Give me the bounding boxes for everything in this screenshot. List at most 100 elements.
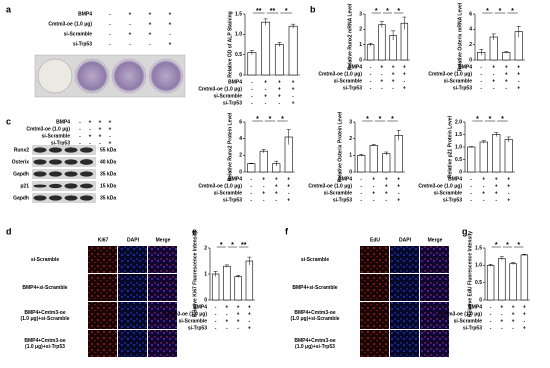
y-tick-label: 4 — [239, 136, 242, 142]
well — [37, 58, 73, 94]
condition-sign: + — [292, 79, 295, 85]
column-header: DAPI — [127, 237, 140, 243]
condition-sign: - — [480, 64, 482, 70]
condition-sign: - — [237, 325, 239, 331]
bar — [382, 153, 391, 173]
condition-sign: - — [79, 119, 81, 125]
bar — [357, 155, 366, 173]
blot-strip — [32, 169, 96, 179]
condition-label: si-Scramble — [324, 190, 353, 196]
significance-label: * — [476, 116, 479, 123]
condition-sign: + — [372, 190, 375, 196]
blot-band — [64, 183, 78, 189]
y-tick-label: 0.5 — [455, 157, 462, 163]
micrograph — [390, 246, 419, 273]
y-tick-label: 1.5 — [475, 245, 482, 251]
significance-label: * — [517, 242, 520, 249]
bar — [394, 135, 403, 173]
condition-label: Cmtm3-oe (1.0 μg) — [48, 21, 92, 27]
column-header: Merge — [156, 237, 171, 243]
condition-sign: + — [392, 71, 395, 77]
well — [148, 58, 184, 94]
significance-label: * — [281, 116, 284, 123]
condition-sign: + — [169, 11, 172, 17]
condition-sign: + — [397, 183, 400, 189]
blot-band — [80, 171, 93, 177]
condition-label: si-Trp53 — [223, 100, 242, 106]
condition-label: BMP4 — [348, 64, 362, 70]
panel-label: d — [6, 226, 12, 236]
condition-label: BMP4 — [468, 304, 482, 310]
condition-sign: + — [99, 119, 102, 125]
condition-sign: + — [149, 21, 152, 27]
condition-label: si-Scramble — [179, 318, 208, 324]
bar — [504, 139, 513, 173]
y-tick-label: 0 — [469, 57, 472, 63]
y-tick-label: 1.0 — [475, 263, 482, 269]
blot-band — [80, 195, 93, 201]
condition-sign: - — [250, 190, 252, 196]
micrograph — [420, 302, 449, 329]
condition-sign: + — [403, 85, 406, 91]
condition-sign: + — [523, 325, 526, 331]
row-label: (1.0 μg)+si-Trp53 — [295, 344, 335, 350]
y-tick-label: 6 — [469, 11, 472, 17]
bar — [498, 258, 506, 301]
condition-label: BMP4 — [193, 304, 207, 310]
bar — [274, 44, 284, 76]
column-header: Ki67 — [98, 237, 109, 243]
y-tick-label: 1.0 — [235, 32, 242, 38]
micrograph — [118, 274, 147, 301]
condition-sign: - — [251, 93, 253, 99]
condition-label: Cmtm3-oe (1.0 μg) — [438, 311, 482, 317]
size-label: 40 kDa — [100, 159, 116, 165]
y-tick-label: 0.5 — [235, 52, 242, 58]
condition-label: si-Trp53 — [443, 197, 462, 203]
size-label: 55 kDa — [100, 147, 116, 153]
condition-sign: + — [507, 183, 510, 189]
condition-sign: - — [385, 197, 387, 203]
bar — [245, 260, 254, 301]
condition-label: si-Scramble — [334, 78, 363, 84]
bar — [261, 21, 271, 76]
condition-sign: - — [493, 85, 495, 91]
significance-label: * — [511, 8, 514, 15]
condition-sign: + — [275, 183, 278, 189]
condition-sign: - — [470, 190, 472, 196]
bar — [247, 52, 257, 76]
protein-label: Gapdh — [13, 195, 29, 201]
condition-sign: - — [495, 197, 497, 203]
bar — [223, 265, 231, 301]
row-label: BMP4+si-Scramble — [22, 285, 67, 291]
condition-sign: + — [109, 126, 112, 132]
condition-sign: - — [109, 11, 111, 17]
condition-sign: + — [505, 78, 508, 84]
bar — [211, 273, 220, 301]
condition-sign: + — [517, 71, 520, 77]
condition-sign: - — [89, 126, 91, 132]
condition-sign: - — [370, 85, 372, 91]
condition-sign: + — [523, 311, 526, 317]
condition-label: BMP4 — [458, 64, 472, 70]
condition-sign: - — [265, 100, 267, 106]
condition-sign: + — [482, 190, 485, 196]
y-tick-label: 2 — [359, 27, 362, 33]
condition-sign: - — [508, 190, 510, 196]
y-tick-label: 0 — [239, 72, 242, 78]
blot-band — [64, 171, 78, 177]
bar — [520, 254, 529, 301]
blot-band — [33, 159, 47, 165]
row-label: si-Scramble — [31, 257, 60, 263]
micrograph — [390, 330, 419, 357]
condition-sign: + — [287, 197, 290, 203]
bar — [489, 36, 498, 61]
column-header: Merge — [428, 237, 443, 243]
condition-sign: + — [169, 41, 172, 47]
significance-label: * — [285, 8, 288, 15]
condition-sign: - — [505, 85, 507, 91]
column-header: EdU — [370, 237, 380, 243]
condition-sign: + — [495, 176, 498, 182]
micrograph — [420, 330, 449, 357]
bar — [509, 263, 517, 301]
condition-label: si-Scramble — [434, 190, 463, 196]
